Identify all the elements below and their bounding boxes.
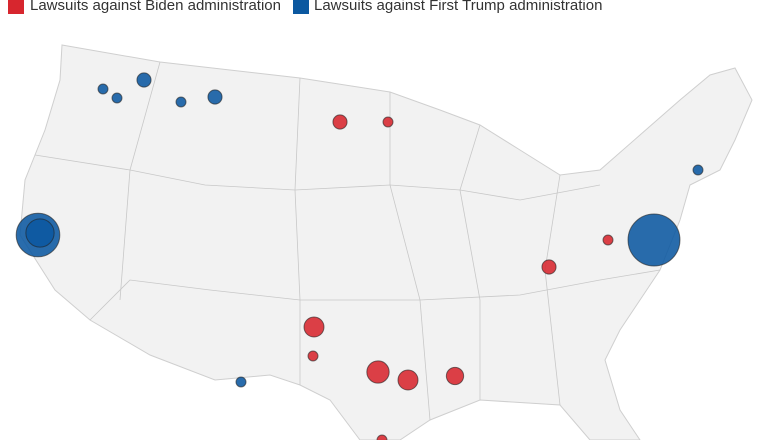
bubble (332, 114, 348, 130)
bubble (235, 376, 247, 388)
bubble (97, 83, 109, 95)
legend-swatch (293, 0, 309, 14)
bubble (541, 259, 557, 275)
legend-label: Lawsuits against Biden administration (30, 0, 281, 14)
bubble (207, 89, 223, 105)
us-outline (19, 44, 753, 440)
bubble (366, 360, 390, 384)
bubble (382, 116, 394, 128)
bubble (376, 434, 388, 440)
state-borders (34, 61, 661, 421)
legend-swatch (8, 0, 24, 14)
legend-label: Lawsuits against First Trump administrat… (314, 0, 602, 14)
bubble (307, 350, 319, 362)
bubble (303, 316, 325, 338)
bubble (111, 92, 123, 104)
bubble (627, 213, 681, 267)
bubble (25, 218, 55, 248)
bubble (397, 369, 419, 391)
bubble (692, 164, 704, 176)
bubble (136, 72, 152, 88)
bubble (445, 366, 465, 386)
bubble (175, 96, 187, 108)
bubble (602, 234, 614, 246)
